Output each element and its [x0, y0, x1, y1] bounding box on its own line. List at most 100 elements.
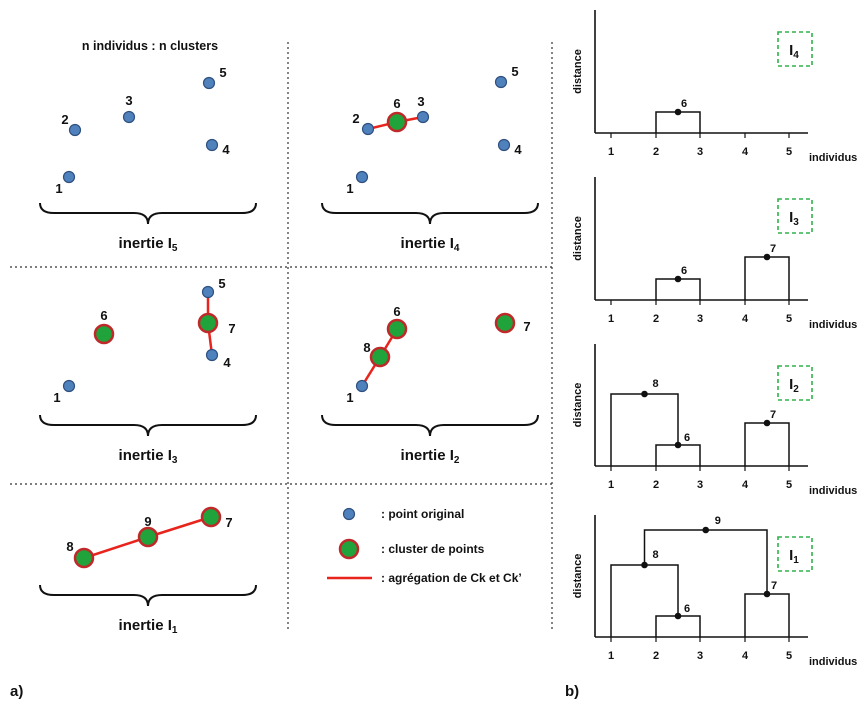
point-marker [201, 285, 215, 299]
inertia-box [777, 198, 813, 234]
inertia-label: inertie I1 [119, 617, 178, 636]
point-label: 9 [144, 514, 151, 529]
point-label: 1 [55, 181, 62, 196]
merge-branch-7 [744, 593, 790, 637]
curly-brace [39, 584, 257, 607]
point-label: 1 [346, 390, 353, 405]
merge-node-8 [641, 561, 648, 569]
y-axis-label: distance [572, 554, 584, 599]
point-label: 3 [125, 93, 132, 108]
x-tick-label: 5 [786, 479, 792, 491]
point-label: 1 [53, 390, 60, 405]
node-label: 7 [771, 580, 777, 592]
point-label: 6 [393, 96, 400, 111]
inertia-label-text: inertie I [401, 235, 454, 252]
inertia-label: inertie I2 [401, 447, 460, 466]
inertia-box-label: I1 [789, 547, 799, 566]
point-label: 4 [223, 355, 231, 370]
inertia-label: inertie I3 [119, 447, 178, 466]
inertia-box-label-subscript: 2 [793, 384, 799, 395]
point-label: 2 [61, 112, 68, 127]
node-label: 6 [681, 265, 687, 277]
point-label: 4 [514, 142, 522, 157]
point-label: 4 [222, 142, 230, 157]
inertia-label: inertie I5 [119, 235, 178, 254]
point-marker [497, 138, 511, 152]
point-marker [62, 379, 76, 393]
legend-text: : agrégation de Ck et Ck’ [381, 571, 522, 585]
point-label: 5 [219, 65, 226, 80]
point-label: 7 [225, 515, 232, 530]
inertia-box-label-text: I [789, 547, 793, 564]
inertia-label-subscript: 5 [172, 243, 178, 254]
curly-brace [39, 202, 257, 225]
y-axis-label: distance [572, 49, 584, 94]
x-axis-label: individus [809, 152, 857, 164]
x-tick-label: 1 [608, 146, 614, 158]
inertia-label: inertie I4 [401, 235, 460, 254]
inertia-box-label-subscript: 4 [793, 50, 799, 61]
point-label: 1 [346, 181, 353, 196]
left-dividers [10, 42, 553, 632]
point-marker [355, 379, 369, 393]
legend-point-icon [342, 507, 356, 521]
x-tick-label: 2 [653, 650, 659, 662]
point-marker [202, 76, 216, 90]
x-tick-label: 1 [608, 650, 614, 662]
point-label: 5 [218, 276, 225, 291]
inertia-label-text: inertie I [119, 617, 172, 634]
x-tick-label: 5 [786, 313, 792, 325]
curly-brace [321, 202, 539, 225]
inertia-box [777, 536, 813, 572]
point-marker [355, 170, 369, 184]
inertia-label-text: inertie I [119, 447, 172, 464]
inertia-box-label: I2 [789, 376, 799, 395]
node-label: 6 [681, 98, 687, 110]
inertia-label-subscript: 2 [454, 455, 460, 466]
point-label: 7 [523, 319, 530, 334]
curly-brace [39, 414, 257, 437]
point-label: 8 [363, 340, 370, 355]
inertia-box-label: I4 [789, 42, 799, 61]
cluster-marker [369, 346, 391, 368]
cluster-marker [137, 526, 159, 548]
x-tick-label: 5 [786, 146, 792, 158]
inertia-box-label-subscript: 3 [793, 217, 799, 228]
merge-node-9 [702, 526, 710, 534]
merge-node-6 [674, 441, 682, 449]
inertia-box-label-text: I [789, 209, 793, 226]
node-label: 8 [652, 378, 658, 390]
x-axis-label: individus [809, 319, 857, 331]
left-header: n individus : n clusters [82, 39, 218, 53]
x-tick-label: 4 [742, 479, 749, 491]
inertia-box-label-text: I [789, 376, 793, 393]
merge-node-6 [674, 612, 682, 620]
x-tick-label: 2 [653, 479, 659, 491]
point-label: 6 [100, 308, 107, 323]
x-axis-label: individus [809, 656, 857, 668]
x-tick-label: 4 [742, 146, 749, 158]
legend-text: : point original [381, 507, 464, 521]
point-marker [361, 122, 375, 136]
x-tick-label: 2 [653, 313, 659, 325]
x-tick-label: 1 [608, 313, 614, 325]
x-tick-label: 4 [742, 313, 749, 325]
y-axis-label: distance [572, 383, 584, 428]
merge-node-7 [763, 419, 771, 427]
merge-node-7 [763, 590, 771, 598]
merge-branch-7 [744, 422, 790, 466]
inertia-label-subscript: 3 [172, 455, 178, 466]
node-label: 9 [715, 515, 721, 527]
inertia-box-label-text: I [789, 42, 793, 59]
point-label: 2 [352, 111, 359, 126]
panel-label-b: b) [565, 683, 579, 700]
point-label: 7 [228, 321, 235, 336]
legend-text: : cluster de points [381, 542, 485, 556]
cluster-marker [386, 111, 408, 133]
point-label: 8 [66, 539, 73, 554]
point-marker [205, 348, 219, 362]
y-axis-label: distance [572, 216, 584, 261]
